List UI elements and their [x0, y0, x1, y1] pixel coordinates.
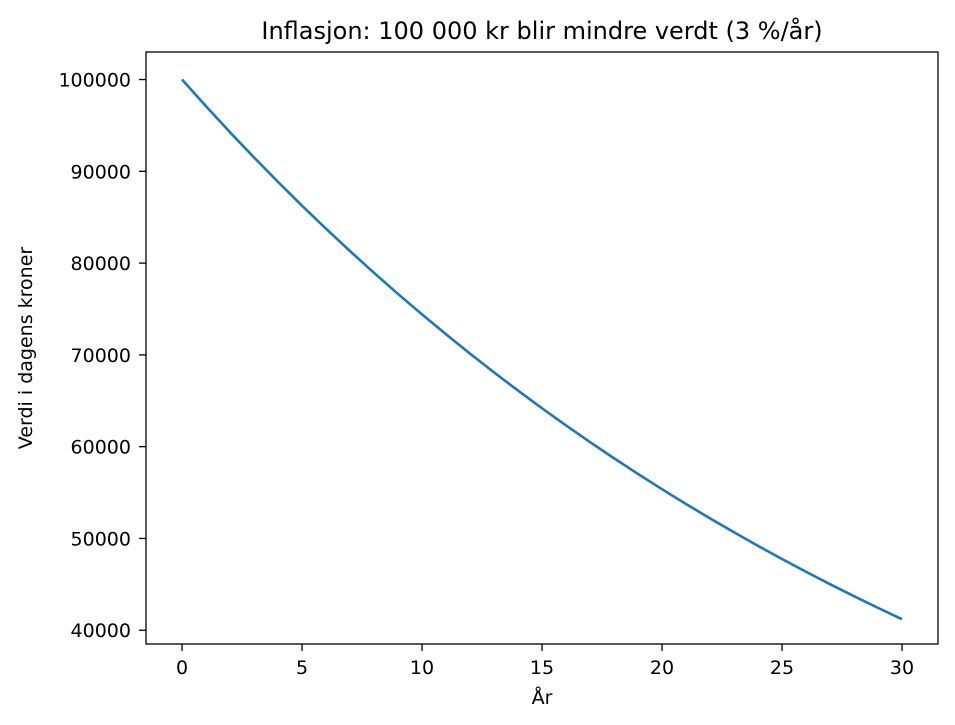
- x-tick-label: 10: [410, 657, 434, 679]
- plot-frame: [145, 51, 939, 645]
- y-tick-label: 60000: [71, 437, 131, 459]
- plot-area: [146, 52, 938, 644]
- y-axis-ticks: 40000 50000 60000 70000 80000 90000 100000: [58, 70, 146, 642]
- y-tick-label: 70000: [71, 345, 131, 367]
- y-tick-label: 90000: [71, 161, 131, 183]
- y-axis-label: Verdi i dagens kroner: [15, 247, 37, 450]
- x-axis-ticks: 0 5 10 15 20 25 30: [176, 644, 914, 679]
- x-tick-label: 25: [770, 657, 794, 679]
- y-tick-label: 100000: [58, 70, 131, 92]
- series-line: [181, 78, 903, 621]
- y-tick-label: 40000: [71, 620, 131, 642]
- x-tick-label: 30: [890, 657, 914, 679]
- chart-title: Inflasjon: 100 000 kr blir mindre verdt …: [261, 16, 822, 45]
- x-axis-label: År: [532, 686, 553, 709]
- x-tick-label: 15: [530, 657, 554, 679]
- y-tick-label: 80000: [71, 253, 131, 275]
- y-tick-label: 50000: [71, 528, 131, 550]
- x-tick-label: 20: [650, 657, 674, 679]
- x-tick-label: 5: [296, 657, 308, 679]
- x-tick-label: 0: [176, 657, 188, 679]
